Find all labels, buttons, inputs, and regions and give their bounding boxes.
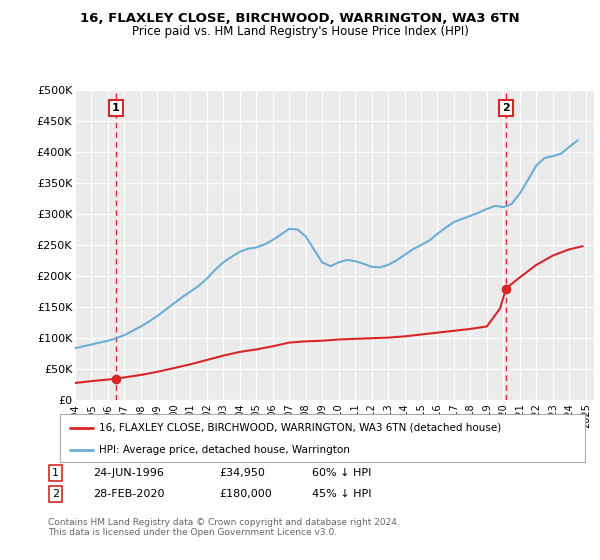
Text: 60% ↓ HPI: 60% ↓ HPI — [312, 468, 371, 478]
Text: 2: 2 — [502, 103, 510, 113]
Text: 45% ↓ HPI: 45% ↓ HPI — [312, 489, 371, 499]
Text: 2: 2 — [52, 489, 59, 499]
Text: 16, FLAXLEY CLOSE, BIRCHWOOD, WARRINGTON, WA3 6TN: 16, FLAXLEY CLOSE, BIRCHWOOD, WARRINGTON… — [80, 12, 520, 25]
Text: 24-JUN-1996: 24-JUN-1996 — [93, 468, 164, 478]
Text: Contains HM Land Registry data © Crown copyright and database right 2024.
This d: Contains HM Land Registry data © Crown c… — [48, 518, 400, 538]
Text: 16, FLAXLEY CLOSE, BIRCHWOOD, WARRINGTON, WA3 6TN (detached house): 16, FLAXLEY CLOSE, BIRCHWOOD, WARRINGTON… — [100, 423, 502, 433]
Text: 28-FEB-2020: 28-FEB-2020 — [93, 489, 164, 499]
Text: £180,000: £180,000 — [219, 489, 272, 499]
Text: Price paid vs. HM Land Registry's House Price Index (HPI): Price paid vs. HM Land Registry's House … — [131, 25, 469, 38]
Text: 1: 1 — [52, 468, 59, 478]
Text: 1: 1 — [112, 103, 120, 113]
Text: HPI: Average price, detached house, Warrington: HPI: Average price, detached house, Warr… — [100, 445, 350, 455]
Text: £34,950: £34,950 — [219, 468, 265, 478]
